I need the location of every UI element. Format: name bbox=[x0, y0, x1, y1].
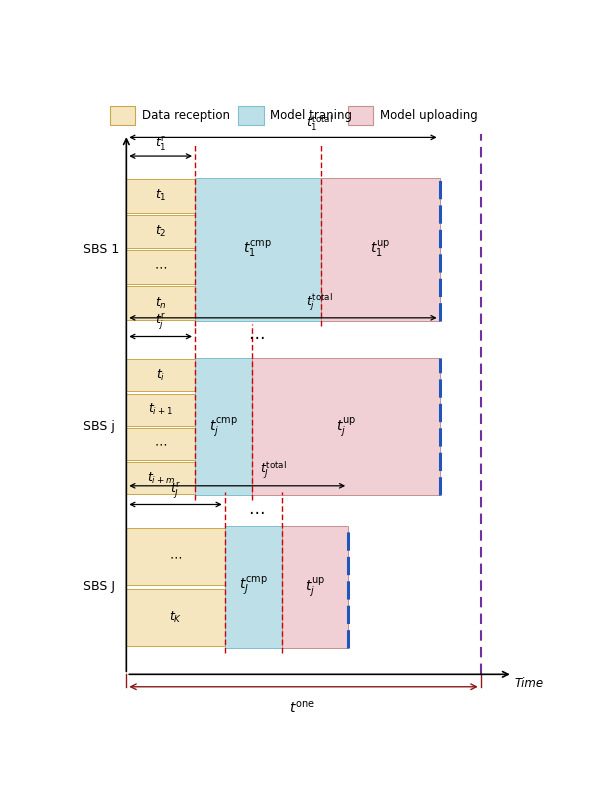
Bar bbox=[195, 178, 320, 321]
Bar bbox=[225, 526, 282, 647]
Text: SBS J: SBS J bbox=[83, 580, 115, 593]
Text: Model traning: Model traning bbox=[270, 109, 352, 122]
Text: $t_J^{\mathrm{total}}$: $t_J^{\mathrm{total}}$ bbox=[260, 460, 287, 482]
Text: $t_1^{\mathrm{up}}$: $t_1^{\mathrm{up}}$ bbox=[370, 239, 390, 260]
Bar bbox=[126, 393, 195, 426]
Text: $t_j^{\mathrm{total}}$: $t_j^{\mathrm{total}}$ bbox=[306, 292, 333, 314]
Text: $t_J^{\mathrm{cmp}}$: $t_J^{\mathrm{cmp}}$ bbox=[239, 575, 268, 599]
Bar bbox=[348, 107, 373, 125]
Text: $t_i$: $t_i$ bbox=[156, 368, 165, 383]
Bar bbox=[110, 107, 136, 125]
Bar bbox=[195, 358, 252, 495]
Text: $t_1^{\mathrm{total}}$: $t_1^{\mathrm{total}}$ bbox=[306, 114, 333, 133]
Text: $\cdots$: $\cdots$ bbox=[154, 261, 167, 274]
Text: $t_J^{\mathrm{r}}$: $t_J^{\mathrm{r}}$ bbox=[170, 480, 181, 500]
Text: $\cdots$: $\cdots$ bbox=[169, 550, 182, 563]
Bar bbox=[126, 360, 195, 391]
Text: Data reception: Data reception bbox=[142, 109, 230, 122]
Text: Time: Time bbox=[515, 677, 544, 690]
Bar bbox=[252, 358, 440, 495]
Bar bbox=[126, 427, 195, 460]
Text: SBS j: SBS j bbox=[83, 420, 115, 433]
Text: $t_1^{\mathrm{cmp}}$: $t_1^{\mathrm{cmp}}$ bbox=[243, 239, 272, 260]
Bar bbox=[126, 286, 195, 320]
Bar bbox=[126, 250, 195, 284]
Text: $t_j^{\mathrm{cmp}}$: $t_j^{\mathrm{cmp}}$ bbox=[209, 415, 238, 439]
Text: SBS 1: SBS 1 bbox=[83, 243, 119, 256]
Bar bbox=[126, 589, 225, 646]
Text: $t_j^{\mathrm{r}}$: $t_j^{\mathrm{r}}$ bbox=[155, 312, 166, 332]
Bar bbox=[126, 215, 195, 248]
Bar bbox=[321, 178, 440, 321]
Text: $t^{\mathrm{one}}$: $t^{\mathrm{one}}$ bbox=[289, 699, 316, 715]
Text: $t_1$: $t_1$ bbox=[155, 188, 166, 204]
Text: $t_1^{\mathrm{r}}$: $t_1^{\mathrm{r}}$ bbox=[155, 133, 166, 152]
Bar bbox=[282, 526, 348, 647]
Text: $\cdots$: $\cdots$ bbox=[248, 327, 265, 346]
Text: $t_n$: $t_n$ bbox=[155, 296, 166, 310]
Bar bbox=[126, 462, 195, 494]
Text: $t_{i+1}$: $t_{i+1}$ bbox=[148, 402, 173, 417]
Text: $t_{i+m}$: $t_{i+m}$ bbox=[147, 470, 175, 486]
Text: $\cdots$: $\cdots$ bbox=[248, 502, 265, 520]
Bar bbox=[126, 528, 225, 585]
Text: Model uploading: Model uploading bbox=[380, 109, 478, 122]
Text: $t_K$: $t_K$ bbox=[169, 610, 182, 625]
Text: $t_2$: $t_2$ bbox=[155, 224, 166, 239]
Bar bbox=[238, 107, 264, 125]
Text: $t_j^{\mathrm{up}}$: $t_j^{\mathrm{up}}$ bbox=[305, 575, 325, 599]
Text: $t_j^{\mathrm{up}}$: $t_j^{\mathrm{up}}$ bbox=[336, 415, 356, 439]
Bar bbox=[126, 179, 195, 213]
Text: $\cdots$: $\cdots$ bbox=[154, 437, 167, 450]
